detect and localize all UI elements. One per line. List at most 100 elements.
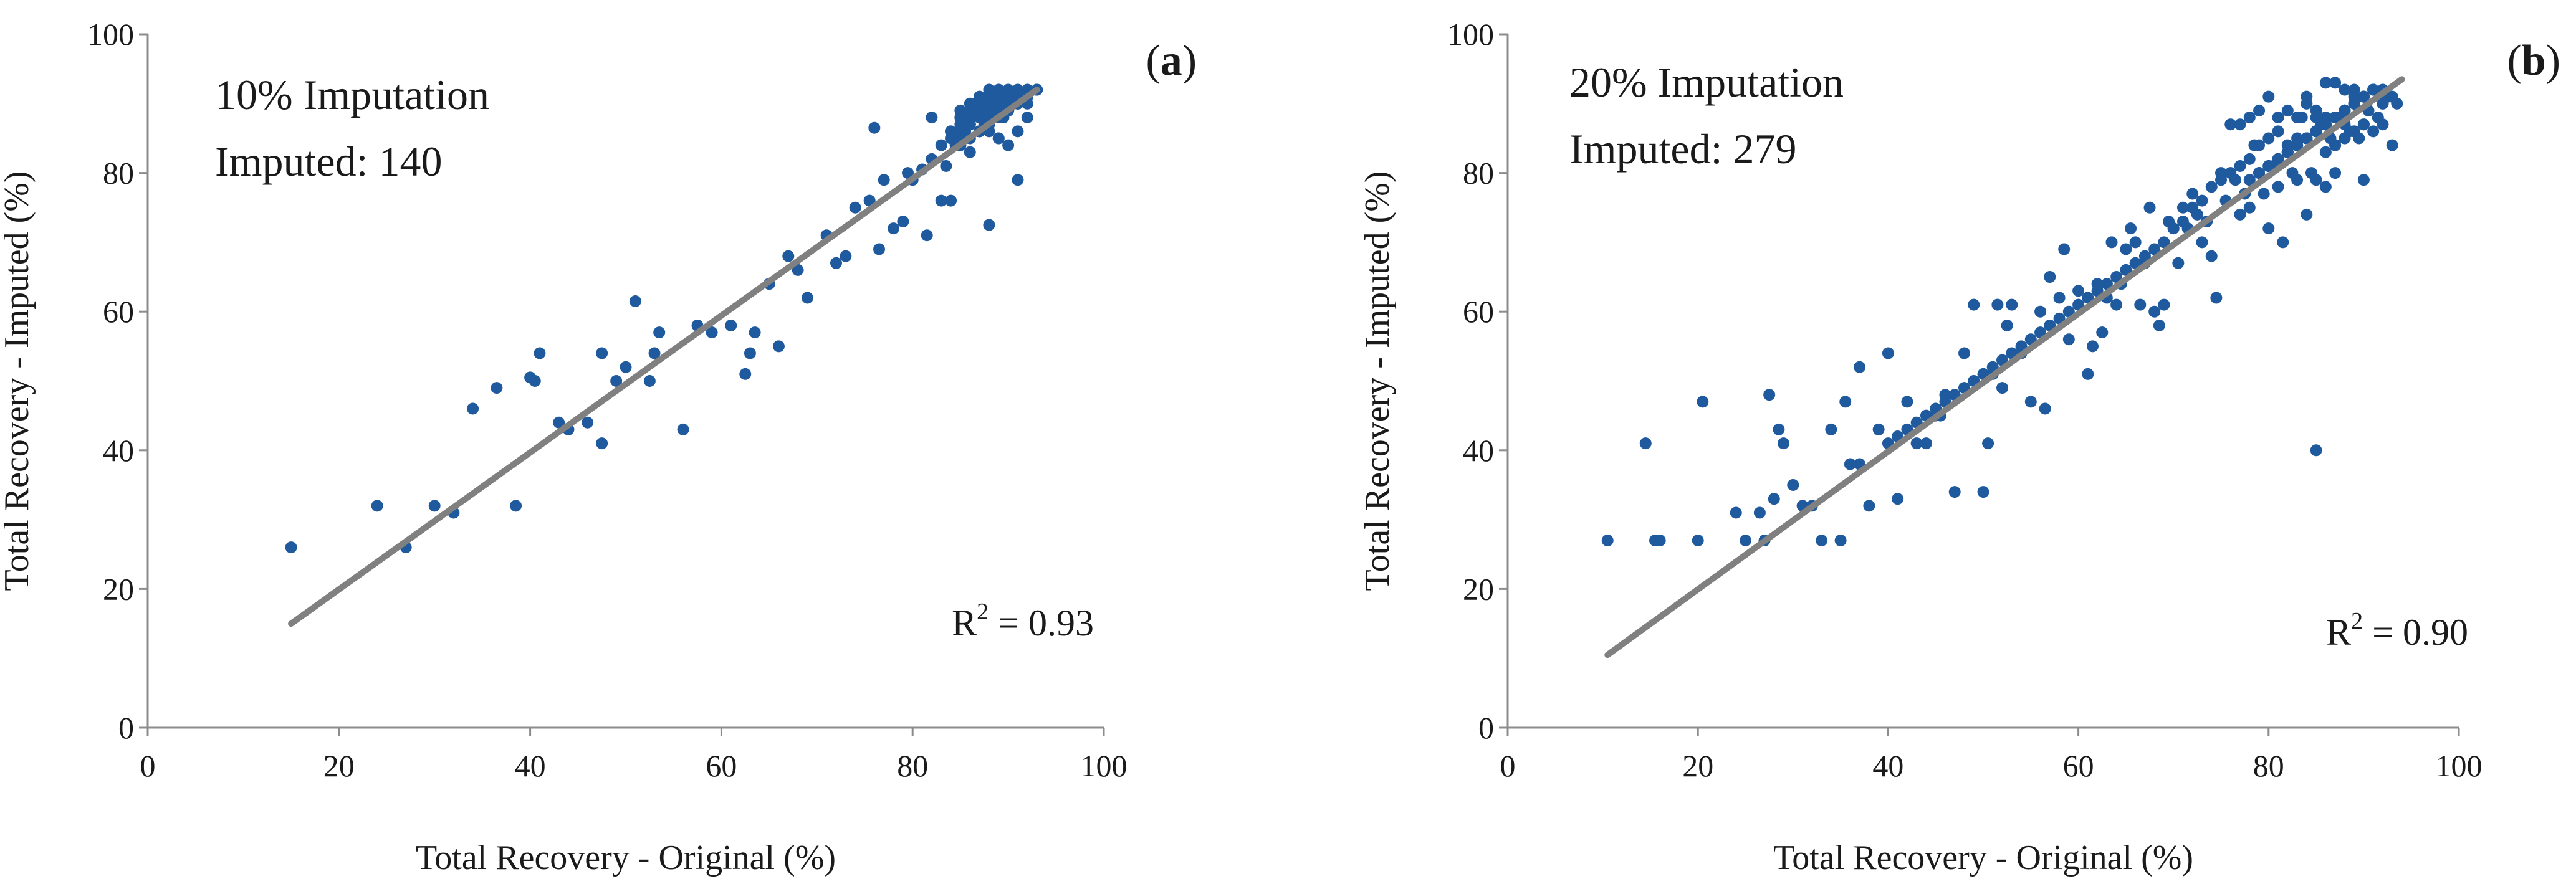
panel-a-data-point <box>868 121 881 134</box>
panel-a-x-tick-label: 20 <box>323 748 355 783</box>
panel-b-data-point <box>2196 194 2208 207</box>
panel-a-x-tick-label: 60 <box>706 748 737 783</box>
panel-b-y-tick-label: 80 <box>1463 156 1494 191</box>
panel-b-data-point <box>2310 444 2322 457</box>
panel-b-data-point <box>2262 159 2275 172</box>
panel-b-data-point <box>2281 104 2294 116</box>
panel-a-data-point <box>772 340 785 353</box>
panel-a-marks: 0 20 40 60 80 100 0 20 40 60 80 100 Total Recovery -… <box>0 17 1128 877</box>
panel-b-data-point <box>1740 534 1751 546</box>
panel-a-data-point <box>945 125 957 138</box>
panel-a-data-point <box>1021 112 1033 124</box>
panel-b-data-point <box>2339 83 2351 96</box>
panel-b-data-point <box>2129 236 2142 249</box>
panel-a-data-point <box>534 347 546 359</box>
panel-b-data-point <box>1948 486 1961 498</box>
panel-b-data-point <box>2339 104 2351 116</box>
panel-a-data-point <box>897 216 909 228</box>
panel-b-data-point <box>2319 77 2332 89</box>
panel-a-y-tick-label: 60 <box>103 294 134 329</box>
panel-b-data-point <box>2348 97 2360 110</box>
panel-b-imputed-count: Imputed: 279 <box>1569 125 1797 173</box>
panel-b-data-point <box>2039 402 2051 415</box>
panel-a-data-point <box>926 112 938 124</box>
panel-b-data-point <box>2243 153 2256 165</box>
panel-b-x-axis-title: Total Recovery - Original (%) <box>1773 839 2193 877</box>
panel-b-data-point <box>2082 368 2094 380</box>
panel-b-data-point <box>2186 201 2199 214</box>
panel-a-data-point <box>629 295 641 308</box>
panel-b-data-point <box>2329 139 2342 151</box>
panel-b-data-point <box>2357 90 2370 103</box>
panel-b-trendline <box>1604 76 2405 658</box>
panel-b-data-point <box>1753 506 1766 519</box>
panel-a-data-point <box>983 97 995 110</box>
panel-b-data-point <box>2329 77 2342 89</box>
panel-b-data-point <box>2319 181 2332 193</box>
panel-a-x-tick-label: 100 <box>1081 748 1128 783</box>
panel-b-data-point <box>2143 201 2156 214</box>
panel-b-data-point <box>2357 174 2370 186</box>
panel-a-data-point <box>840 250 852 262</box>
panel-b-data-point <box>1958 347 1970 359</box>
panel-a-data-point <box>921 229 933 242</box>
panel-b-x-tick-label: 60 <box>2063 748 2094 783</box>
panel-b-data-point <box>2319 118 2332 131</box>
panel-b-data-point <box>2086 340 2099 353</box>
panel-b-data-point <box>2348 125 2360 138</box>
panel-b-data-point <box>2386 139 2398 151</box>
panel-b-data-point <box>1982 437 1994 450</box>
panel-a-data-point <box>830 257 842 269</box>
panel-b-chart: 0 20 40 60 80 100 0 20 40 60 80 100 Total Recovery -… <box>1358 17 2560 877</box>
panel-b-data-point <box>1839 396 1852 408</box>
panel-a-data-point <box>792 264 804 276</box>
panel-a-data-point <box>964 146 976 158</box>
panel-b-x-tick-label: 40 <box>1872 748 1903 783</box>
panel-b-data-point <box>2262 132 2275 145</box>
panel-b-data-point <box>2110 271 2123 283</box>
panel-b-data-point <box>2367 125 2380 138</box>
panel-b-data-point <box>2044 271 2056 283</box>
panel-b-data-point <box>2301 132 2313 145</box>
panel-b-data-point <box>1778 437 1790 450</box>
panel-b-data-point <box>1697 396 1709 408</box>
panel-a-data-point <box>974 104 986 116</box>
panel-a-data-point <box>873 243 886 255</box>
panel-b-data-point <box>2167 222 2180 235</box>
panel-b-r-squared: R2 = 0.90 <box>2326 608 2468 653</box>
panel-b-data-point <box>2234 208 2246 221</box>
panel-b-data-point <box>2319 146 2332 158</box>
panel-a-data-point <box>706 326 718 339</box>
panel-b-data-point <box>2386 90 2398 103</box>
panel-a-tag: (a) <box>1146 37 1197 85</box>
panel-b-data-point <box>2301 208 2313 221</box>
panel-a-data-point <box>653 326 666 339</box>
panel-b-data-point <box>2120 264 2132 276</box>
panel-a-r-squared: R2 = 0.93 <box>952 599 1094 644</box>
panel-b-data-point <box>1968 298 1980 311</box>
panel-b-data-point <box>1816 534 1828 546</box>
panel-b-data-point <box>1834 534 1847 546</box>
panel-b-data-point <box>2357 118 2370 131</box>
panel-b-data-point <box>2196 236 2208 249</box>
panel-b-data-point <box>2138 250 2151 262</box>
panel-b-data-point <box>2291 174 2304 186</box>
panel-b-data-point <box>2234 159 2246 172</box>
panel-a-data-point <box>510 500 522 512</box>
panel-a-data-point <box>467 402 479 415</box>
panel-b-data-point <box>2134 298 2147 311</box>
panel-a-data-point <box>1012 174 1024 186</box>
panel-b-data-point <box>1763 389 1776 401</box>
panel-b-data-point <box>2172 257 2185 269</box>
panel-a-data-point <box>1012 83 1024 96</box>
panel-b-x-tick-label: 100 <box>2436 748 2483 783</box>
panel-b-data-point <box>2001 319 2013 331</box>
panel-b-data-point <box>2072 298 2085 311</box>
panel-a-imputation-label: 10% Imputation <box>215 71 489 118</box>
panel-b-data-point <box>2205 250 2218 262</box>
panel-b-data-point <box>1977 486 1989 498</box>
panel-b-data-point <box>2377 97 2389 110</box>
panel-b-data-point <box>2100 278 2113 290</box>
panel-b-data-point <box>2377 118 2389 131</box>
